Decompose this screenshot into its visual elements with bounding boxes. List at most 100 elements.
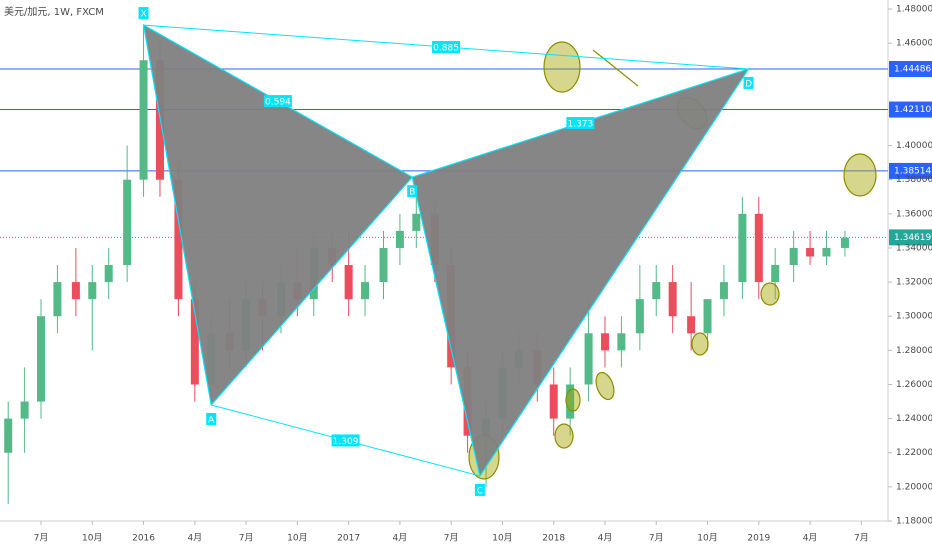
candle-body — [719, 282, 728, 300]
point-box — [138, 7, 149, 20]
level-label-box — [889, 101, 932, 118]
candle-body — [88, 282, 97, 300]
candle-body — [617, 333, 626, 351]
ellipse-annotation — [554, 423, 574, 449]
candle-body — [174, 179, 183, 300]
x-tick-label: 7月 — [649, 533, 664, 544]
x-tick-label: 4月 — [393, 533, 408, 544]
overlay: 1.44486 1.42110 1.38514 1.34619 0.594 1.373 0.… — [138, 7, 932, 496]
candle-body — [344, 265, 353, 300]
candle-body — [190, 299, 199, 385]
x-tick-label: 2019 — [747, 534, 770, 544]
candle-body — [789, 247, 798, 266]
ellipse-annotation — [565, 388, 581, 412]
point-label: D — [745, 79, 752, 89]
candle-body — [139, 60, 148, 180]
y-tick-label: 1.30000 — [896, 312, 932, 322]
point-box — [206, 412, 217, 425]
level-label: 1.42110 — [894, 105, 931, 115]
x-tick-label: 7月 — [854, 533, 869, 544]
x-tick-label: 10月 — [492, 533, 512, 544]
candle-body — [37, 316, 46, 402]
point-label: X — [140, 10, 146, 20]
point-box — [743, 76, 754, 89]
chart-title: 美元/加元, 1W, FXCM — [4, 5, 104, 18]
candle-body — [806, 247, 815, 257]
candle-body — [71, 282, 80, 300]
candle-body — [104, 265, 113, 283]
y-tick-label: 1.24000 — [896, 414, 932, 424]
candle-body — [20, 401, 29, 419]
y-tick-label: 1.28000 — [896, 346, 932, 356]
last-price-label: 1.34619 — [894, 233, 931, 243]
candle-body — [361, 282, 370, 300]
x-tick-label: 7月 — [444, 533, 459, 544]
ellipse-annotation — [691, 332, 709, 356]
y-tick-label: 1.40000 — [896, 141, 932, 151]
x-tick-label: 10月 — [287, 533, 307, 544]
y-tick-label: 1.34000 — [896, 243, 932, 253]
y-tick-label: 1.46000 — [896, 39, 932, 49]
candle-body — [600, 333, 609, 351]
x-tick-label: 10月 — [82, 533, 102, 544]
y-tick-label: 1.48000 — [896, 5, 932, 15]
candle-body — [412, 213, 421, 231]
x-tick-label: 4月 — [803, 533, 818, 544]
candle-body — [549, 384, 558, 419]
y-tick-label: 1.26000 — [896, 380, 932, 390]
ratio-label: 0.594 — [265, 98, 291, 108]
ratio-label: 1.309 — [333, 437, 359, 447]
y-tick-label: 1.32000 — [896, 278, 932, 288]
trend-annotation — [592, 49, 639, 87]
x-tick-label: 4月 — [187, 533, 202, 544]
point-label: A — [208, 415, 215, 425]
level-label-box — [889, 61, 932, 78]
candle-body — [840, 237, 849, 248]
y-tick-label: 1.18000 — [896, 517, 932, 527]
candle-body — [584, 333, 593, 385]
y-tick-label: 1.36000 — [896, 209, 932, 219]
ratio-label: 1.373 — [567, 120, 593, 130]
candle-body — [395, 230, 404, 248]
ratio-box — [432, 41, 461, 54]
ratio-box — [263, 95, 292, 108]
point-box — [407, 185, 418, 198]
ellipse-annotation — [760, 282, 780, 306]
candle-body — [822, 247, 831, 257]
candle-body — [771, 265, 780, 283]
candle-body — [754, 213, 763, 283]
ratio-label: 0.885 — [433, 44, 459, 54]
y-tick-label: 1.38000 — [896, 175, 932, 185]
x-tick-label: 2017 — [337, 534, 360, 544]
ellipse-annotation — [543, 41, 581, 93]
y-tick-label: 1.22000 — [896, 448, 932, 458]
x-tick-label: 7月 — [239, 533, 254, 544]
last-price-box — [889, 229, 932, 246]
ratio-box — [566, 117, 595, 130]
y-tick-label: 1.20000 — [896, 482, 932, 492]
point-label: C — [477, 486, 483, 496]
candle-body — [668, 282, 677, 317]
ratio-box — [331, 434, 360, 447]
x-tick-label: 2016 — [132, 534, 155, 544]
candle-body — [738, 213, 747, 283]
candle-body — [123, 179, 132, 266]
level-label: 1.38514 — [894, 166, 931, 176]
ellipse-annotation — [843, 153, 877, 197]
x-tick-label: 10月 — [697, 533, 717, 544]
candle-body — [635, 299, 644, 334]
x-tick-label: 2018 — [542, 534, 565, 544]
candle-body — [4, 418, 13, 453]
level-label-box — [889, 162, 932, 179]
x-tick-label: 7月 — [34, 533, 49, 544]
candle-body — [379, 247, 388, 283]
candle-body — [652, 282, 661, 300]
candle-body — [687, 316, 696, 334]
candle-body — [703, 299, 712, 334]
candle-body — [566, 384, 575, 419]
x-tick-label: 4月 — [598, 533, 613, 544]
candle-body — [53, 282, 62, 317]
level-label: 1.44486 — [894, 65, 931, 75]
